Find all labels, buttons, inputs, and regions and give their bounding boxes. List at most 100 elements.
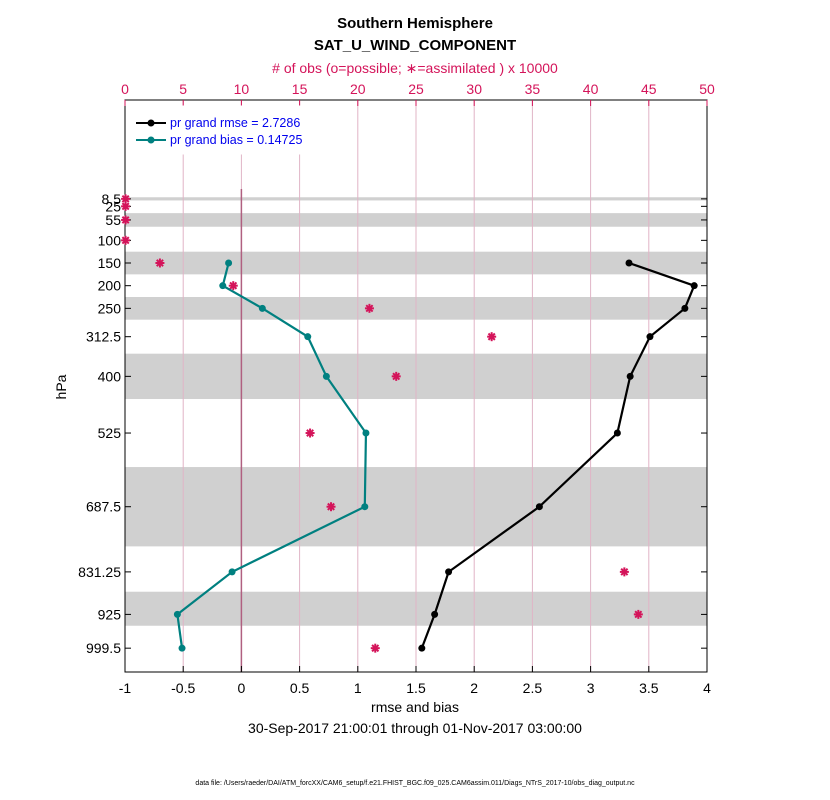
data-series (173, 259, 698, 652)
legend-bias-marker (147, 136, 155, 144)
legend-rmse-label: pr grand rmse = 2.7286 (170, 116, 300, 130)
obs-marker-9 (305, 428, 315, 438)
y-tick-label-12: 925 (98, 606, 122, 622)
series-rmse-point-1 (690, 282, 698, 290)
y-tick-label-4: 150 (98, 255, 122, 271)
obs-marker-stroke (365, 304, 374, 313)
y-tick-label-13: 999.5 (86, 640, 121, 656)
series-bias-line (176, 262, 368, 649)
obs-marker-stroke (121, 236, 130, 245)
x-tick-label-4: 1 (354, 680, 362, 696)
chart-title: Southern Hemisphere (337, 15, 493, 32)
vertical-gridlines (182, 100, 650, 672)
obs-marker-stroke (371, 644, 380, 653)
top-tick-label-0: 0 (121, 81, 129, 97)
obs-marker-stroke (156, 259, 164, 267)
series-bias-point-3 (304, 333, 312, 341)
obs-marker-stroke (229, 281, 238, 290)
series-rmse-point-5 (613, 429, 621, 437)
series-bias-point-0 (225, 259, 233, 267)
obs-marker-5 (228, 281, 238, 291)
series-bias-point-8 (173, 610, 181, 618)
x-tick-label-0: -1 (119, 680, 132, 696)
series-bias-point-7 (228, 568, 236, 576)
y-tick-label-5: 200 (98, 278, 122, 294)
top-tick-label-7: 35 (525, 81, 541, 97)
y-tick-label-1: 25 (105, 198, 121, 214)
top-axis-ticks: 0 5 10 15 20 25 30 35 40 45 50 (121, 81, 715, 106)
obs-marker-1 (121, 201, 131, 211)
x-tick-label-10: 4 (703, 680, 711, 696)
series-rmse-point-8 (431, 610, 439, 618)
series-bias-point-9 (178, 644, 186, 652)
top-tick-label-1: 5 (179, 81, 187, 97)
legend-bias-label: pr grand bias = 0.14725 (170, 133, 302, 147)
series-bias-point-5 (362, 429, 370, 437)
legend-box (131, 105, 333, 155)
series-rmse-point-2 (681, 304, 689, 312)
top-tick-label-8: 40 (583, 81, 599, 97)
top-axis-label: # of obs (o=possible; ∗=assimilated ) x … (272, 60, 558, 76)
series-rmse-point-6 (535, 503, 543, 511)
top-tick-label-4: 20 (350, 81, 366, 97)
series-bias-point-2 (258, 304, 266, 312)
legend-rmse-marker (147, 119, 155, 127)
y-tick-label-9: 525 (98, 425, 122, 441)
obs-marker-6 (364, 303, 374, 313)
bottom-axis-ticks: -1 -0.5 0 0.5 1 1.5 2 2.5 3 3.5 4 (119, 666, 711, 696)
y-tick-label-0: 8.5 (102, 191, 122, 207)
obs-marker-stroke (392, 372, 401, 381)
obs-marker-2 (121, 215, 131, 225)
series-rmse-point-3 (646, 333, 654, 341)
obs-marker-stroke (121, 194, 130, 203)
series-rmse-point-4 (626, 372, 634, 380)
series-bias-point-6 (361, 503, 369, 511)
top-tick-label-9: 45 (641, 81, 657, 97)
obs-markers (121, 194, 643, 653)
y-tick-label-6: 250 (98, 300, 122, 316)
obs-marker-4 (155, 258, 165, 268)
x-tick-label-6: 2 (470, 680, 478, 696)
obs-marker-11 (619, 567, 629, 577)
obs-marker-stroke (634, 610, 643, 619)
obs-marker-stroke (121, 216, 130, 224)
x-tick-label-3: 0.5 (290, 680, 310, 696)
y-axis-label: hPa (53, 374, 69, 399)
obs-marker-13 (370, 643, 380, 653)
x-axis-label: rmse and bias (371, 699, 459, 715)
obs-marker-stroke (306, 429, 314, 437)
x-tick-label-7: 2.5 (523, 680, 543, 696)
obs-marker-8 (391, 371, 401, 381)
top-tick-label-2: 10 (234, 81, 250, 97)
obs-marker-stroke (487, 332, 496, 341)
x-tick-label-1: -0.5 (171, 680, 195, 696)
y-tick-label-3: 100 (98, 232, 122, 248)
top-tick-label-5: 25 (408, 81, 424, 97)
top-tick-label-6: 30 (466, 81, 482, 97)
x-tick-label-5: 1.5 (406, 680, 426, 696)
series-rmse-point-0 (625, 259, 633, 267)
y-tick-label-7: 312.5 (86, 329, 121, 345)
series-bias-point-4 (322, 372, 330, 380)
y-tick-label-2: 55 (105, 212, 121, 228)
top-tick-label-10: 50 (699, 81, 715, 97)
obs-marker-stroke (327, 502, 335, 511)
legend: pr grand rmse = 2.7286 pr grand bias = 0… (131, 105, 333, 155)
obs-marker-3 (121, 235, 131, 245)
series-rmse-point-9 (418, 644, 426, 652)
series-bias-point-1 (219, 282, 227, 290)
x-tick-label-2: 0 (238, 680, 246, 696)
x-tick-label-9: 3.5 (639, 680, 659, 696)
series-rmse-line (420, 261, 696, 649)
x-tick-label-8: 3 (587, 680, 595, 696)
y-tick-label-8: 400 (98, 368, 122, 384)
obs-marker-stroke (620, 567, 629, 576)
series-rmse-point-7 (445, 568, 453, 576)
obs-marker-12 (633, 609, 643, 619)
y-tick-label-11: 831.25 (78, 564, 121, 580)
footer-data-file: data file: /Users/raeder/DAI/ATM_forcXX/… (195, 780, 635, 787)
chart-subtitle: SAT_U_WIND_COMPONENT (314, 37, 516, 54)
obs-marker-10 (326, 502, 336, 512)
